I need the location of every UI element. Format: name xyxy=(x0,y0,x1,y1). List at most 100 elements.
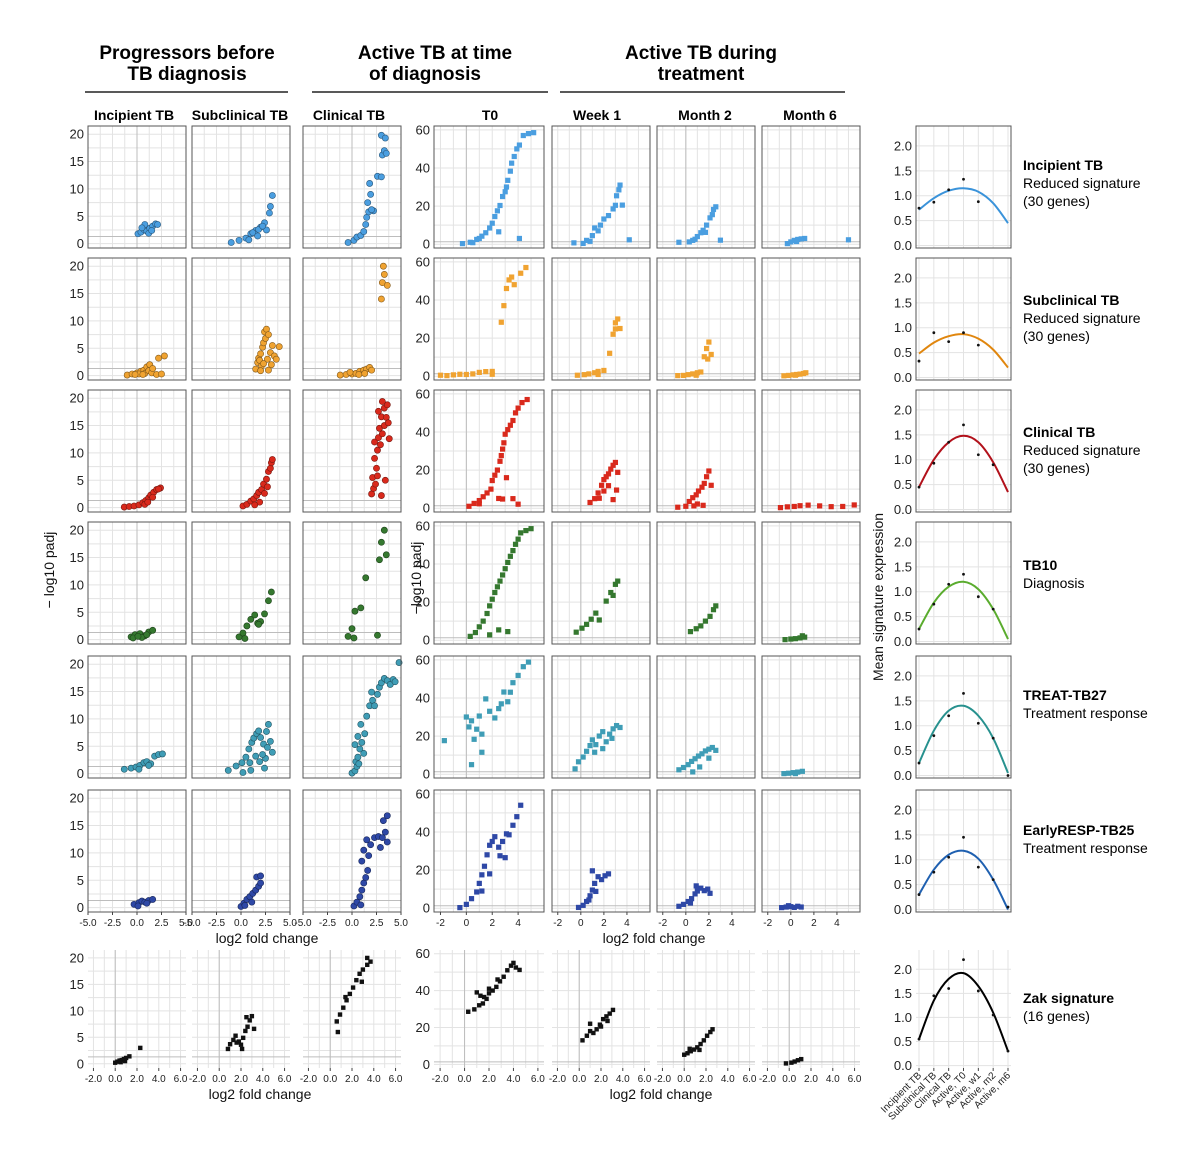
data-point xyxy=(350,985,356,990)
data-point xyxy=(368,206,375,214)
data-point xyxy=(148,227,156,234)
volcano-panel-r0-c1 xyxy=(191,125,291,249)
data-point xyxy=(360,749,368,757)
y-tick-label: 60 xyxy=(416,122,430,137)
data-point xyxy=(694,233,700,240)
signature-mean-point xyxy=(962,331,965,335)
data-point xyxy=(371,438,378,446)
data-point xyxy=(154,221,161,228)
y-tick-label: 2.0 xyxy=(894,534,912,549)
data-point xyxy=(802,235,808,242)
data-point xyxy=(227,239,235,246)
data-point xyxy=(607,1011,612,1016)
data-point xyxy=(497,979,503,984)
data-point xyxy=(515,405,521,411)
data-point xyxy=(688,896,695,902)
data-point xyxy=(470,371,476,377)
data-point xyxy=(240,1035,246,1041)
data-point xyxy=(617,325,623,332)
data-point xyxy=(583,237,590,243)
signature-name: Subclinical TB xyxy=(1023,292,1119,308)
y-tick-label: 20 xyxy=(70,127,84,142)
y-tick-label: 5 xyxy=(77,605,84,620)
signature-mean-point xyxy=(932,200,936,204)
y-tick-label: 0 xyxy=(77,766,84,781)
y-tick-label: 60 xyxy=(416,386,430,401)
volcano-panel-r2-c2 xyxy=(302,389,402,513)
data-point xyxy=(376,556,383,564)
data-point xyxy=(685,762,691,768)
panel-border xyxy=(87,389,187,513)
data-point xyxy=(459,241,466,247)
data-point xyxy=(476,235,482,242)
data-point xyxy=(481,863,488,869)
data-point xyxy=(265,597,272,605)
y-tick-label: 20 xyxy=(70,523,84,538)
y-tick-label: 15 xyxy=(70,684,84,699)
data-point xyxy=(468,762,475,768)
data-point xyxy=(706,468,712,474)
data-point xyxy=(695,1045,700,1050)
volcano-panel-r3-c3: 0 20 40 60 xyxy=(416,518,545,648)
volcano-panel-r6-c6: -2.0 0.0 2.0 4.0 6.0 xyxy=(759,950,862,1085)
data-point xyxy=(708,351,714,358)
data-point xyxy=(238,1042,244,1047)
y-tick-label: 2.0 xyxy=(894,402,912,417)
data-point xyxy=(612,202,619,208)
y-tick-label: 15 xyxy=(70,550,84,565)
x-tick-label: 5.0 xyxy=(394,918,408,929)
data-point xyxy=(480,494,486,500)
data-point xyxy=(600,729,606,735)
signature-mean-point xyxy=(932,870,936,874)
x-tick-label: 2.0 xyxy=(804,1074,818,1085)
signature-mean-point xyxy=(976,595,980,599)
data-point xyxy=(344,239,352,246)
data-point xyxy=(377,173,385,181)
data-point xyxy=(598,482,605,488)
y-tick-label: 20 xyxy=(70,391,84,406)
data-point xyxy=(605,483,612,489)
panel-border xyxy=(761,389,861,513)
data-point xyxy=(344,632,352,640)
y-tick-label: 0.5 xyxy=(894,1034,912,1049)
panel-border xyxy=(656,389,756,513)
y-tick-label: 5 xyxy=(77,209,84,224)
data-point xyxy=(244,1015,249,1020)
panel-border xyxy=(656,655,756,779)
data-point xyxy=(362,874,370,881)
data-point xyxy=(391,678,399,686)
panel-border xyxy=(191,521,291,645)
volcano-panel-r3-c1 xyxy=(191,521,291,645)
data-point xyxy=(694,888,700,894)
signature-description: (30 genes) xyxy=(1023,328,1090,344)
data-point xyxy=(788,636,794,642)
data-point xyxy=(135,765,143,773)
data-point xyxy=(588,616,594,622)
data-point xyxy=(494,208,501,214)
signature-mean-point xyxy=(991,607,995,611)
data-point xyxy=(149,365,157,372)
volcano-panel-r2-c0: 0 5 10 15 20 xyxy=(70,389,187,515)
data-point xyxy=(118,1059,123,1065)
data-point xyxy=(518,802,524,808)
x-tick-label: -2.0 xyxy=(759,1074,777,1085)
panel-border xyxy=(915,521,1012,645)
data-point xyxy=(360,228,368,235)
data-point xyxy=(489,371,495,377)
y-tick-label: 5 xyxy=(77,873,84,888)
data-point xyxy=(707,215,713,221)
panel-border xyxy=(302,655,402,779)
y-tick-label: 2.0 xyxy=(894,138,912,153)
data-point xyxy=(441,738,447,744)
data-point xyxy=(703,222,710,228)
data-point xyxy=(583,748,590,754)
data-point xyxy=(463,901,469,907)
data-point xyxy=(587,1028,593,1034)
data-point xyxy=(375,407,382,415)
data-point xyxy=(603,739,609,745)
data-point xyxy=(358,739,366,746)
panel-border xyxy=(915,257,1012,381)
data-point xyxy=(591,1030,596,1036)
data-point xyxy=(520,132,526,139)
